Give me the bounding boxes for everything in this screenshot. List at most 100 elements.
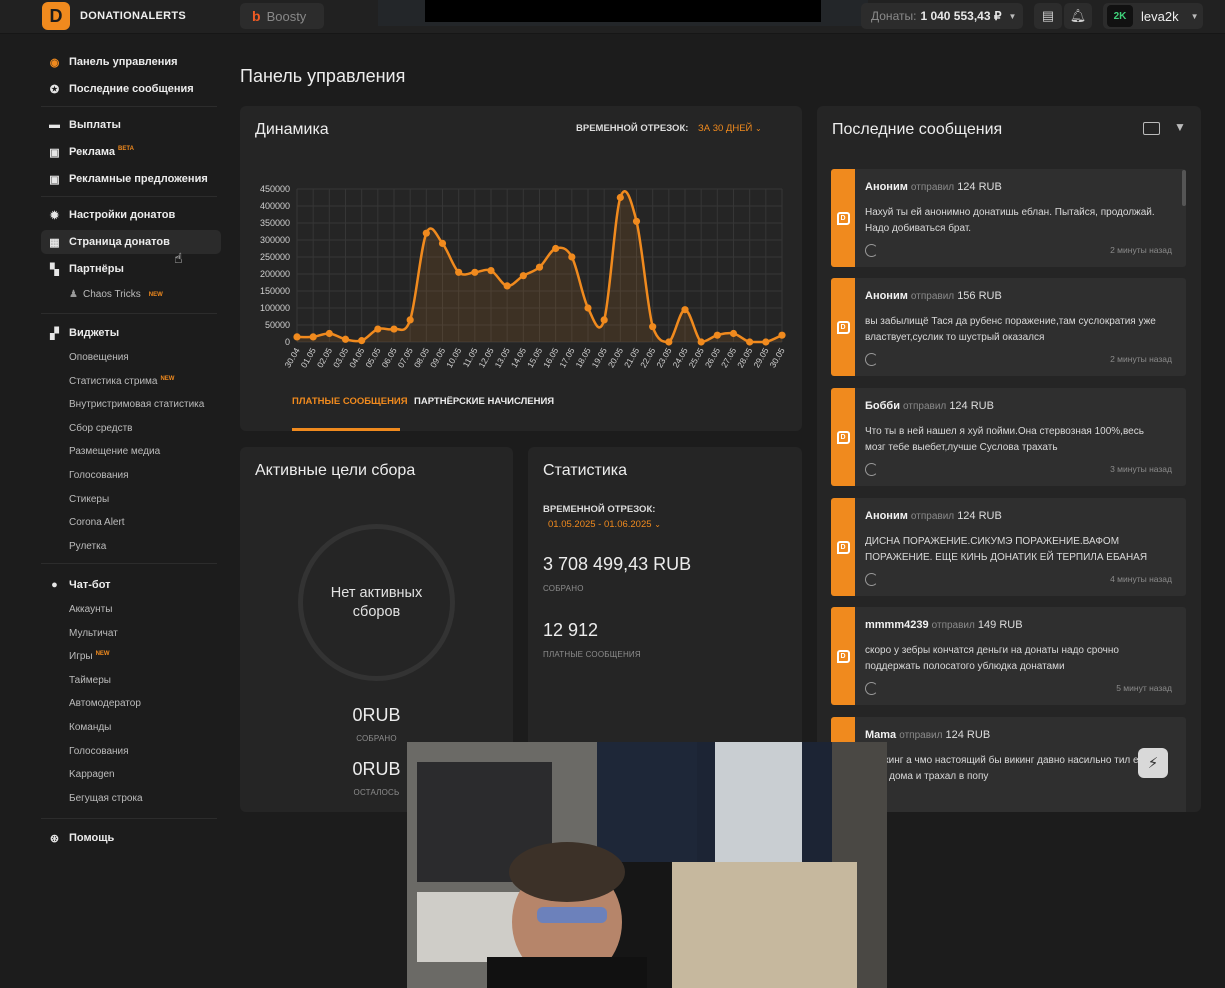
news-button[interactable]: ▤ xyxy=(1034,3,1062,29)
message-text: Нахуй ты ей анонимно донатишь еблан. Пыт… xyxy=(865,207,1155,234)
message-item[interactable]: D Бобби отправил 124 RUB Что ты в ней наше… xyxy=(831,388,1186,486)
sub-label: Мультичат xyxy=(69,627,118,639)
sidebar-item-last-messages[interactable]: ✪ Последние сообщения xyxy=(41,77,221,101)
sidebar-sub-item[interactable]: Размещение медиа xyxy=(69,446,160,457)
bolt-button[interactable]: ⚡︎ xyxy=(1138,748,1168,778)
lightning-icon: ⚡︎ xyxy=(1147,755,1159,772)
sidebar-sub-item[interactable]: Игры NEW xyxy=(69,651,110,662)
sidebar-sub-item[interactable]: Команды xyxy=(69,722,111,733)
chevron-down-icon: ▼ xyxy=(1190,11,1199,21)
replay-icon[interactable] xyxy=(865,353,878,366)
message-header: Аноним отправил 124 RUB xyxy=(865,510,1002,522)
message-sender: Аноним xyxy=(865,181,908,193)
sidebar-sub-item[interactable]: Автомодератор xyxy=(69,698,141,709)
sidebar-sub-item[interactable]: Kappagen xyxy=(69,769,115,780)
message-text: скоро у зебры кончатся деньги на донаты … xyxy=(865,645,1119,672)
sidebar-item-dashboard[interactable]: ◉ Панель управления xyxy=(41,50,221,74)
sidebar-sub-item[interactable]: Внутристримовая статистика xyxy=(69,399,204,410)
chat-icon: ● xyxy=(51,579,58,591)
range-dropdown[interactable]: ЗА 30 ДНЕЙ ⌄ xyxy=(698,123,762,134)
x-tick-label: 02.05 xyxy=(315,346,334,370)
sidebar-sub-item[interactable]: Стикеры xyxy=(69,494,109,505)
sidebar-sub-item[interactable]: Оповещения xyxy=(69,352,129,363)
x-tick-label: 26.05 xyxy=(703,346,722,370)
x-tick-label: 16.05 xyxy=(541,346,560,370)
message-text: вы забылищё Тася да рубенс поражение,там… xyxy=(865,316,1156,343)
data-point xyxy=(422,229,430,237)
goals-collected-label: СОБРАНО xyxy=(356,734,397,743)
sidebar-sub-chaos-tricks[interactable]: ♟ Chaos Tricks NEW xyxy=(69,289,163,300)
x-tick-label: 21.05 xyxy=(622,346,641,370)
goals-ring: Нет активных сборов xyxy=(298,524,455,681)
sidebar-sub-item[interactable]: Бегущая строка xyxy=(69,793,143,804)
stats-range-dropdown[interactable]: 01.05.2025 - 01.06.2025 ⌄ xyxy=(548,519,661,530)
sidebar-item-chatbot[interactable]: ● Чат-бот xyxy=(41,573,221,597)
sidebar-sub-item[interactable]: Corona Alert xyxy=(69,517,125,528)
sub-label: Таймеры xyxy=(69,674,111,686)
tab-paid-messages[interactable]: ПЛАТНЫЕ СООБЩЕНИЯ xyxy=(292,396,408,407)
stats-title: Статистика xyxy=(543,462,628,479)
replay-icon[interactable] xyxy=(865,682,878,695)
x-tick-label: 28.05 xyxy=(735,346,754,370)
sidebar-sub-item[interactable]: Голосования xyxy=(69,470,129,481)
message-time: 2 минуты назад xyxy=(1110,245,1172,255)
data-point xyxy=(552,244,560,253)
no-goals-text: Нет активных сборов xyxy=(330,584,423,620)
tab-partner-earnings[interactable]: ПАРТНЁРСКИЕ НАЧИСЛЕНИЯ xyxy=(414,396,555,407)
sidebar-sub-item[interactable]: Рулетка xyxy=(69,541,106,552)
sidebar-item-label: Виджеты xyxy=(69,327,120,339)
scrollbar[interactable] xyxy=(1182,170,1186,206)
sidebar-item-payouts[interactable]: ▬ Выплаты xyxy=(41,113,221,137)
sidebar-item-donation-settings[interactable]: ✹ Настройки донатов xyxy=(41,203,221,227)
sidebar-item-label: Рекламные предложения xyxy=(69,173,208,185)
replay-icon[interactable] xyxy=(865,573,878,586)
y-tick-label: 400000 xyxy=(260,201,290,211)
data-point xyxy=(406,316,414,324)
sidebar-sub-item[interactable]: Таймеры xyxy=(69,675,111,686)
data-point xyxy=(519,272,527,280)
message-item[interactable]: D Аноним отправил 124 RUB ДИСНА ПОРАЖЕНИЕ.… xyxy=(831,498,1186,596)
filter-icon[interactable]: ▼ xyxy=(1174,120,1186,134)
data-point xyxy=(616,193,624,202)
sidebar-sub-item[interactable]: Сбор средств xyxy=(69,423,132,434)
sidebar-item-widgets[interactable]: ▞ Виджеты xyxy=(41,321,221,345)
sidebar-item-ads[interactable]: ▣ Реклама BETA xyxy=(41,140,221,164)
user-menu[interactable]: 2K leva2k ▼ xyxy=(1103,3,1203,29)
replay-icon[interactable] xyxy=(865,463,878,476)
briefcase-icon: ▣ xyxy=(49,146,60,159)
cast-icon[interactable] xyxy=(1143,122,1160,135)
stats-collected-value: 3 708 499,43 RUB xyxy=(543,554,692,574)
sub-label: Kappagen xyxy=(69,769,115,781)
sub-label: Размещение медиа xyxy=(69,446,161,458)
message-item[interactable]: D Аноним отправил 124 RUB Нахуй ты ей анон… xyxy=(831,169,1186,267)
sidebar-sub-item[interactable]: Аккаунты xyxy=(69,604,112,615)
data-point xyxy=(665,338,673,346)
sidebar-sub-item[interactable]: Статистика стрима NEW xyxy=(69,376,174,387)
notifications-button[interactable]: 🔔︎ xyxy=(1064,3,1092,29)
sidebar-item-donation-page[interactable]: ▦ Страница донатов xyxy=(41,230,221,254)
x-tick-label: 19.05 xyxy=(590,346,609,370)
balance-value: 1 040 553,43 ₽ xyxy=(920,9,1002,23)
message-sender: Бобби xyxy=(865,400,900,412)
logo[interactable]: D DONATIONALERTS xyxy=(42,2,186,30)
sidebar-sub-item[interactable]: Голосования xyxy=(69,746,129,757)
sub-label: Стикеры xyxy=(69,493,110,505)
replay-icon[interactable] xyxy=(865,244,878,257)
boosty-icon: b xyxy=(252,8,261,24)
message-item[interactable]: D Аноним отправил 156 RUB вы забылищё Тася… xyxy=(831,278,1186,376)
chevron-down-icon: ⌄ xyxy=(654,520,661,529)
message-header: Бобби отправил 124 RUB xyxy=(865,400,994,412)
message-header: Аноним отправил 124 RUB xyxy=(865,181,1002,193)
sidebar-item-help[interactable]: ⊛ Помощь xyxy=(41,826,221,850)
sidebar-sub-item[interactable]: Мультичат xyxy=(69,628,118,639)
balance-dropdown[interactable]: Донаты: 1 040 553,43 ₽ ▼ xyxy=(861,3,1023,29)
sub-label: Оповещения xyxy=(69,352,129,363)
chevron-down-icon: ⌄ xyxy=(755,124,762,133)
y-tick-label: 250000 xyxy=(260,252,290,262)
boosty-button[interactable]: b Boosty xyxy=(240,3,324,29)
sidebar-item-ad-offers[interactable]: ▣ Рекламные предложения xyxy=(41,167,221,191)
news-icon: ▤ xyxy=(1041,8,1055,23)
divider xyxy=(41,313,217,314)
sidebar-item-partners[interactable]: ▚ Партнёры xyxy=(41,257,221,281)
